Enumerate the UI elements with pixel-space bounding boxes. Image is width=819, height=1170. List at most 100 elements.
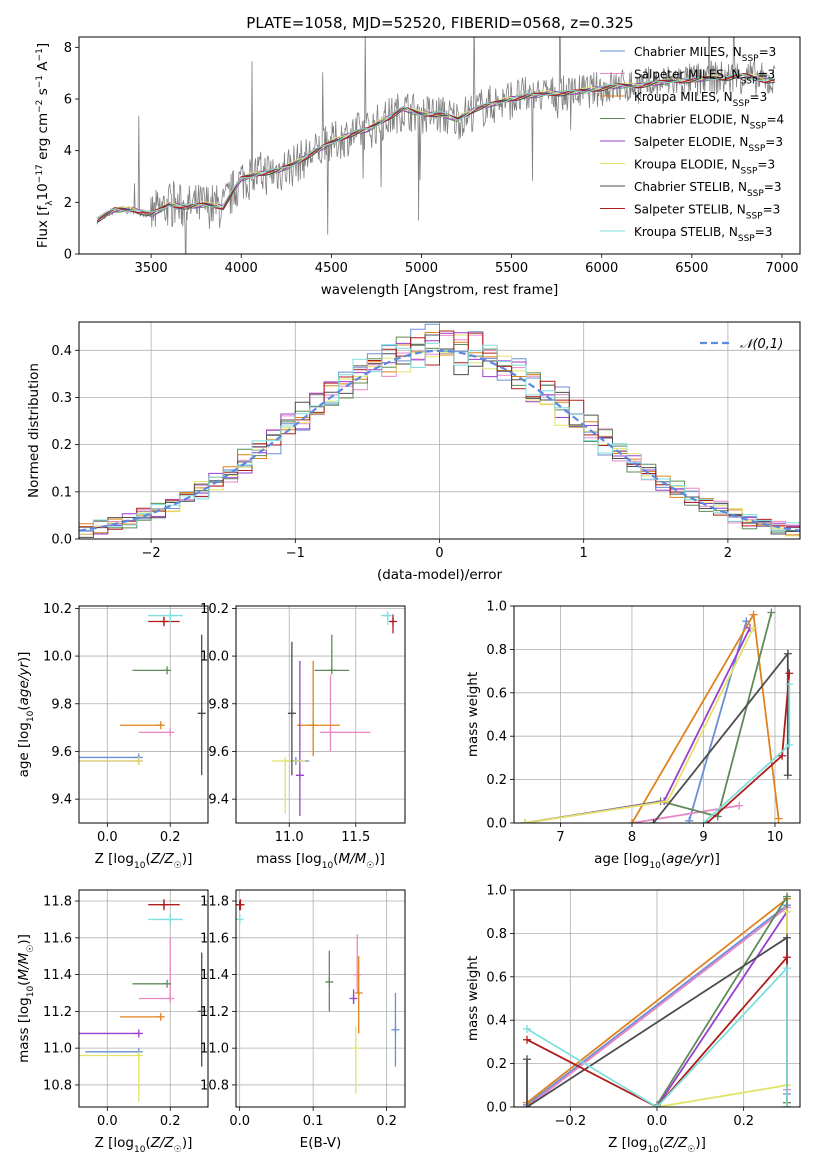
- age-vs-Z-ytick-label: 9.8: [51, 697, 72, 712]
- age-vs-Z-marks: [79, 611, 206, 776]
- errorbar-chabrier-stelib: [197, 952, 206, 1067]
- massweight-series-kroupa-miles: [627, 610, 783, 823]
- massweight-vs-Z-ytick-label: 0.0: [486, 1101, 507, 1116]
- mass-vs-Z-y-axis-label: mass [log10(M/M☉)]: [16, 934, 36, 1063]
- age-vs-Z-ytick-label: 10.0: [43, 650, 72, 665]
- age-vs-Z-xtick-label: 0.2: [160, 830, 181, 845]
- massweight-point: [735, 801, 744, 810]
- massweight-point: [785, 669, 794, 678]
- legend-label-chabrier-stelib: Chabrier STELIB, NSSP=3: [634, 180, 782, 199]
- errorbar-chabrier-elodie: [132, 666, 172, 675]
- errorbar-chabrier-elodie: [325, 950, 334, 1012]
- mass-vs-ebv-xtick-label: 0.2: [376, 1114, 397, 1129]
- errorbar-salpeter-miles: [353, 934, 362, 993]
- errorbar-salpeter-stelib: [236, 899, 245, 911]
- mass-vs-Z-frame: [78, 889, 209, 1108]
- massweight-series-kroupa-stelib: [699, 680, 794, 823]
- errorbar-salpeter-miles: [138, 728, 175, 737]
- errorbar-kroupa-miles: [119, 1012, 165, 1021]
- residuals-xtick-label: −1: [286, 546, 305, 561]
- errorbar-chabrier-stelib: [236, 900, 244, 911]
- errorbar-salpeter-miles: [319, 675, 371, 752]
- mass-vs-Z-ytick-label: 11.8: [43, 895, 72, 910]
- mass-vs-Z-ytick-label: 11.0: [43, 1042, 72, 1057]
- massweight-point: [520, 819, 529, 823]
- legend-label-salpeter-stelib: Salpeter STELIB, NSSP=3: [634, 203, 780, 222]
- age-vs-mass-xtick-label: 11.5: [341, 830, 370, 845]
- errorbar-chabrier-stelib: [197, 634, 206, 776]
- mass-vs-Z-xtick-label: 0.2: [160, 1114, 181, 1129]
- massweight-point: [783, 907, 791, 916]
- spectrum-xtick-label: 3500: [135, 261, 168, 276]
- mass-vs-Z-ytick-label: 11.6: [43, 931, 72, 946]
- massweight-point: [783, 649, 792, 658]
- age-vs-mass-ytick-label: 9.4: [208, 793, 229, 808]
- errorbar-kroupa-elodie: [79, 757, 143, 765]
- errorbar-kroupa-stelib: [148, 913, 183, 925]
- spectrum-xtick-label: 4000: [225, 261, 258, 276]
- mass-vs-ebv-ytick-label: 11.0: [200, 1042, 229, 1057]
- age-vs-Z-x-axis-label: Z [log10(Z/Z☉)]: [95, 851, 193, 871]
- age-vs-mass-frame: [235, 605, 406, 824]
- mass-vs-Z-ytick-label: 11.2: [43, 1005, 72, 1020]
- age-vs-mass-ytick-label: 10.2: [200, 602, 229, 617]
- mass-vs-ebv-ytick-label: 11.4: [200, 968, 229, 983]
- age-vs-mass-ytick-label: 10.0: [200, 650, 229, 665]
- massweight-point: [783, 933, 791, 942]
- mass-vs-Z-ytick-label: 10.8: [43, 1078, 72, 1093]
- massweight-vs-Z-x-axis-label: Z [log10(Z/Z☉)]: [608, 1135, 706, 1155]
- massweight-vs-age-marks: [520, 608, 794, 823]
- legend-label-kroupa-elodie: Kroupa ELODIE, NSSP=3: [634, 158, 775, 177]
- massweight-vs-Z-ytick-label: 0.8: [486, 927, 507, 942]
- spectrum-legend: Chabrier MILES, NSSP=3 Salpeter MILES, NS…: [600, 45, 784, 244]
- age-vs-Z-ytick-label: 9.6: [51, 745, 72, 760]
- age-vs-mass-panel: 11.0 11.5 9.4 9.6 9.8 10.0 10.2 mass [log10(M/M…: [200, 602, 406, 871]
- normal-reference-curve: [79, 349, 800, 532]
- spectrum-marks: [96, 37, 776, 254]
- spectrum-ytick-label: 2: [64, 196, 72, 211]
- age-vs-mass-ytick-label: 9.6: [208, 745, 229, 760]
- massweight-point: [749, 623, 758, 632]
- massweight-point: [785, 740, 794, 749]
- residuals-ytick-label: 0.3: [51, 391, 72, 406]
- errorbar-salpeter-stelib: [148, 899, 180, 911]
- massweight-vs-Z-marks: [523, 892, 791, 1107]
- massweight-vs-Z-xtick-label: 0.0: [647, 1114, 668, 1129]
- massweight-series-salpeter-elodie: [653, 907, 791, 1107]
- massweight-vs-age-panel: 7 8 9 10 0.0 0.2 0.4 0.6 0.8 1.0 age [log10(age/yr…: [465, 600, 801, 871]
- age-vs-Z-y-axis-label: age [log10(age/yr)]: [16, 652, 36, 778]
- age-vs-mass-xtick-label: 11.0: [275, 830, 304, 845]
- age-vs-Z-ytick-label: 9.4: [51, 793, 72, 808]
- errorbar-chabrier-miles: [391, 992, 400, 1067]
- spectrum-panel: 3500 4000 4500 5000 5500 6000 6500 7000 0 2 4 6 8 Cha…: [35, 36, 801, 298]
- age-vs-Z-panel: 0.0 0.2 9.4 9.6 9.8 10.0 10.2 Z [log10(Z/Z☉)] ag…: [16, 602, 209, 871]
- residuals-marks: [79, 323, 800, 539]
- spectrum-xtick-label: 5000: [405, 261, 438, 276]
- mass-vs-Z-xtick-label: 0.0: [97, 1114, 118, 1129]
- residuals-xtick-label: 0: [435, 546, 443, 561]
- massweight-vs-age-y-axis-label: mass weight: [465, 672, 481, 757]
- mass-vs-ebv-ytick-label: 11.2: [200, 1005, 229, 1020]
- massweight-point: [627, 819, 636, 823]
- age-vs-Z-xtick-label: 0.0: [97, 830, 118, 845]
- spectrum-ytick-label: 6: [64, 93, 72, 108]
- spectrum-frame: [78, 36, 801, 255]
- spectrum-observed-line: [96, 37, 776, 254]
- massweight-vs-Z-panel: −0.2 0.0 0.2 0.0 0.2 0.4 0.6 0.8 1.0 Z [log10(Z/Z…: [465, 884, 801, 1155]
- massweight-vs-Z-ytick-label: 1.0: [486, 884, 507, 899]
- residuals-ytick-label: 0.2: [51, 438, 72, 453]
- spectrum-x-axis-label: wavelength [Angstrom, rest frame]: [321, 282, 559, 298]
- errorbar-chabrier-elodie: [314, 634, 350, 675]
- spectrum-ytick-label: 4: [64, 144, 72, 159]
- massweight-series-chabrier-stelib: [649, 649, 792, 823]
- massweight-vs-Z-ytick-label: 0.6: [486, 970, 507, 985]
- age-vs-mass-marks: [271, 611, 398, 816]
- errorbar-salpeter-stelib: [389, 614, 398, 634]
- figure-title: PLATE=1058, MJD=52520, FIBERID=0568, z=0…: [246, 14, 633, 32]
- errorbar-kroupa-stelib: [381, 611, 392, 626]
- massweight-vs-age-ytick-label: 0.4: [486, 730, 507, 745]
- mass-vs-Z-panel: 0.0 0.2 10.8 11.0 11.2 11.4 11.6 11.8 Z [log10(Z…: [16, 889, 209, 1155]
- mass-vs-ebv-ytick-label: 11.6: [200, 931, 229, 946]
- errorbar-salpeter-elodie: [349, 989, 358, 1005]
